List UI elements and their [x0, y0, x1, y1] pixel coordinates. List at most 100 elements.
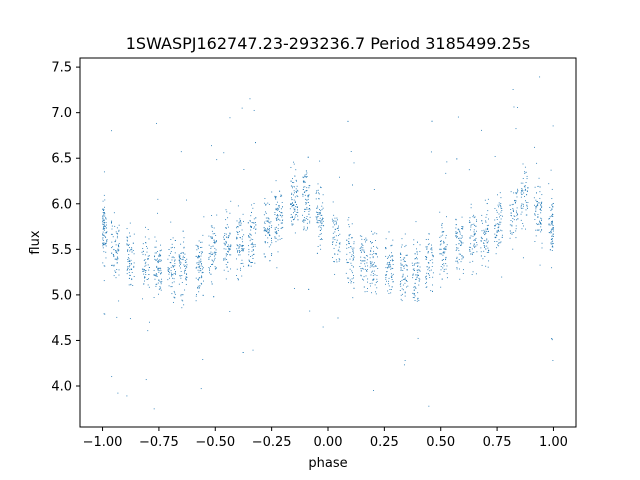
data-point: [385, 274, 386, 276]
data-point: [132, 250, 134, 251]
data-point: [105, 242, 107, 244]
data-point: [129, 232, 130, 234]
data-point: [426, 246, 428, 248]
data-point: [224, 257, 226, 259]
data-point: [106, 224, 107, 226]
data-point: [404, 261, 406, 262]
data-point: [431, 244, 432, 246]
data-point: [462, 272, 464, 274]
data-point: [413, 289, 415, 291]
data-point: [292, 205, 294, 206]
data-point: [487, 198, 489, 200]
data-point: [391, 260, 393, 262]
data-point: [458, 250, 460, 252]
data-point: [497, 194, 498, 196]
data-point: [160, 281, 162, 283]
data-point: [185, 279, 187, 281]
data-point: [388, 262, 390, 263]
data-point: [362, 278, 363, 280]
data-point: [337, 317, 339, 319]
data-point: [333, 261, 335, 263]
data-point: [391, 286, 393, 288]
data-point: [367, 265, 369, 267]
data-point: [333, 236, 335, 238]
data-point: [208, 244, 210, 246]
data-point: [129, 318, 131, 320]
data-point: [157, 258, 158, 260]
data-point: [484, 255, 486, 257]
data-point: [373, 266, 375, 268]
data-point: [215, 234, 217, 236]
data-point: [249, 236, 251, 238]
data-point: [274, 229, 276, 230]
data-point: [469, 220, 470, 222]
data-point: [303, 180, 305, 182]
data-point: [157, 262, 159, 264]
data-point: [416, 300, 418, 302]
data-point: [360, 256, 362, 258]
data-point: [469, 250, 471, 252]
data-point: [154, 274, 156, 276]
data-point: [263, 230, 265, 232]
data-point: [526, 190, 528, 192]
data-point: [487, 266, 489, 268]
data-point: [549, 217, 551, 219]
data-point: [428, 267, 430, 269]
data-point: [242, 250, 244, 252]
data-point: [392, 255, 394, 257]
data-point: [332, 220, 334, 222]
data-point: [404, 292, 406, 294]
data-point: [241, 259, 243, 261]
data-point: [249, 219, 251, 221]
data-point: [159, 286, 161, 288]
data-point: [388, 277, 390, 279]
data-point: [496, 211, 498, 213]
data-point: [239, 218, 241, 220]
data-point: [365, 239, 367, 241]
data-point: [425, 276, 427, 278]
data-point: [308, 210, 310, 212]
data-point: [154, 252, 156, 254]
data-point: [132, 285, 134, 286]
data-point: [334, 228, 336, 230]
data-point: [476, 242, 478, 243]
data-point: [211, 227, 213, 228]
data-point: [474, 245, 476, 247]
data-point: [255, 222, 256, 224]
data-point: [117, 258, 119, 260]
data-point: [442, 267, 444, 269]
data-point: [291, 223, 293, 225]
data-point: [223, 242, 225, 244]
data-point: [364, 263, 366, 265]
data-point: [372, 279, 374, 281]
data-point: [525, 228, 526, 230]
data-point: [445, 246, 447, 248]
data-point: [521, 189, 523, 191]
data-point: [405, 279, 407, 281]
data-point: [224, 238, 226, 240]
data-point: [303, 221, 305, 223]
data-point: [144, 276, 146, 278]
data-point: [540, 223, 542, 225]
data-point: [198, 255, 200, 257]
data-point: [266, 230, 268, 232]
y-tick-label: 5.5: [51, 243, 72, 258]
data-point: [416, 262, 418, 264]
data-point: [180, 253, 182, 254]
data-point: [322, 220, 324, 222]
data-point: [129, 235, 131, 237]
data-point: [551, 208, 553, 210]
data-point: [442, 259, 444, 260]
data-point: [371, 242, 372, 244]
data-point: [118, 245, 120, 247]
data-point: [432, 256, 434, 258]
data-point: [103, 225, 105, 227]
data-point: [366, 290, 368, 292]
data-point: [153, 275, 155, 276]
data-point: [338, 227, 339, 229]
data-point: [201, 265, 203, 267]
data-point: [539, 186, 541, 188]
data-point: [175, 272, 176, 274]
data-point: [182, 300, 184, 302]
data-point: [441, 240, 442, 242]
